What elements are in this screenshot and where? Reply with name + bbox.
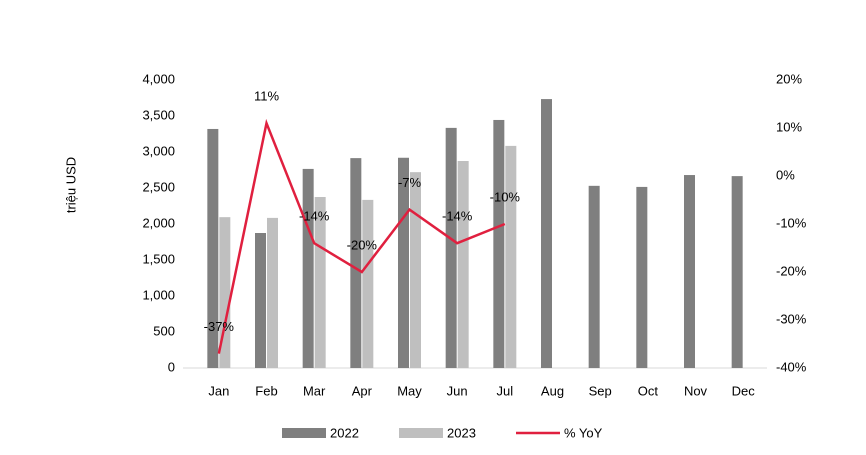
x-tick-label: Mar <box>303 383 326 398</box>
x-tick-label: Jul <box>497 383 514 398</box>
data-label: 11% <box>254 89 279 104</box>
legend-swatch <box>399 428 443 438</box>
y-axis-label: triệu USD <box>63 157 78 213</box>
x-tick-label: Apr <box>352 383 373 398</box>
bar <box>457 161 469 368</box>
bar <box>302 168 314 368</box>
y2-tick-label: 0% <box>776 167 795 182</box>
y-tick-label: 500 <box>153 323 175 338</box>
y2-tick-label: -40% <box>776 359 807 374</box>
bar <box>362 199 374 368</box>
bar <box>219 217 231 368</box>
bar <box>398 157 409 368</box>
bar <box>684 175 695 368</box>
x-tick-label: Aug <box>541 383 564 398</box>
y-tick-label: 2,000 <box>142 215 175 230</box>
legend-label: 2023 <box>447 425 476 440</box>
data-label: -14% <box>299 209 330 224</box>
data-label: -14% <box>442 209 473 224</box>
y2-tick-label: -30% <box>776 311 807 326</box>
bar <box>267 217 278 368</box>
data-label: -20% <box>347 237 378 252</box>
bar <box>541 99 552 368</box>
y-tick-label: 3,500 <box>142 107 175 122</box>
legend-swatch <box>282 428 326 438</box>
bar <box>588 185 600 368</box>
x-tick-label: Feb <box>255 383 277 398</box>
bar <box>636 186 648 368</box>
data-label: -37% <box>204 319 235 334</box>
y2-tick-label: 10% <box>776 119 802 134</box>
bar <box>445 127 457 368</box>
y-tick-label: 1,500 <box>142 251 175 266</box>
x-tick-label: Nov <box>684 383 708 398</box>
x-tick-label: Oct <box>638 383 659 398</box>
y-tick-label: 4,000 <box>142 71 175 86</box>
bar <box>207 128 219 368</box>
data-label: -10% <box>490 189 521 204</box>
bar <box>493 119 505 369</box>
bar <box>314 197 326 368</box>
x-tick-label: May <box>397 383 422 398</box>
bar <box>255 233 266 368</box>
y-tick-label: 0 <box>168 359 175 374</box>
bar <box>410 172 421 368</box>
x-tick-label: Sep <box>589 383 612 398</box>
x-tick-label: Jan <box>208 383 229 398</box>
bar <box>505 145 517 368</box>
y2-tick-label: -20% <box>776 263 807 278</box>
y2-tick-label: 20% <box>776 71 802 86</box>
y-tick-label: 3,000 <box>142 143 175 158</box>
line <box>217 118 506 354</box>
legend-label: % YoY <box>564 425 603 440</box>
x-tick-label: Jun <box>447 383 468 398</box>
y-tick-label: 2,500 <box>142 179 175 194</box>
y2-tick-label: -10% <box>776 215 807 230</box>
y-tick-label: 1,000 <box>142 287 175 302</box>
bar <box>731 176 743 368</box>
legend-label: 2022 <box>330 425 359 440</box>
x-tick-label: Dec <box>732 383 756 398</box>
data-label: -7% <box>398 175 422 190</box>
bar <box>350 158 362 368</box>
